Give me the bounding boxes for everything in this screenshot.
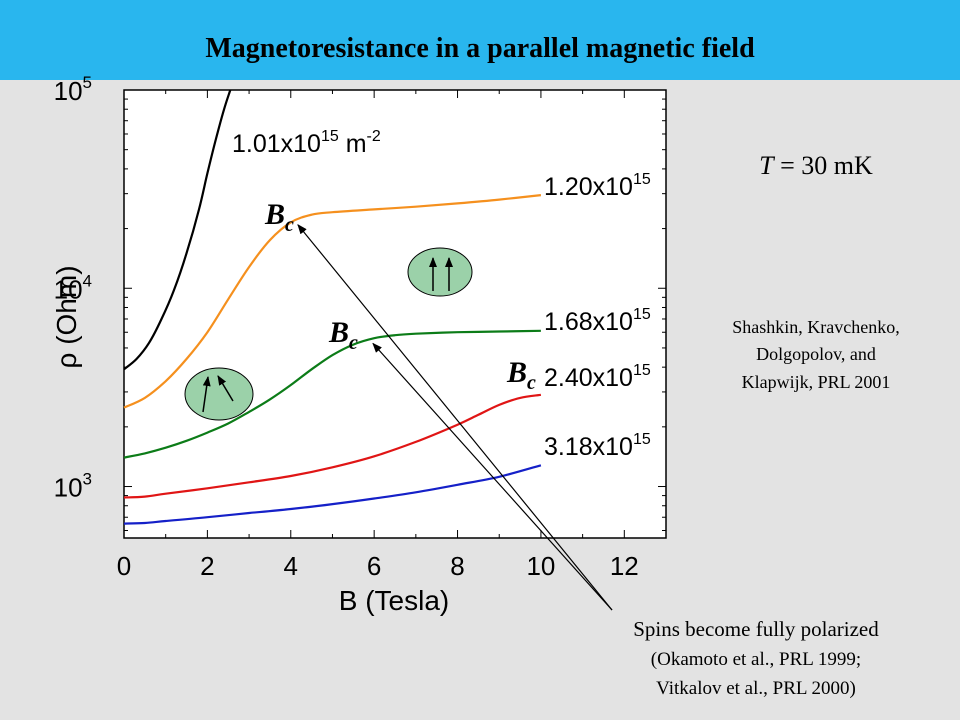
- series-label-2: 1.20x1015: [544, 171, 651, 201]
- slide-title: Magnetoresistance in a parallel magnetic…: [205, 33, 755, 64]
- series-label-4: 2.40x1015: [544, 362, 651, 392]
- temperature-label: T = 30 mK: [759, 151, 873, 180]
- bc-label-1-sub: c: [285, 214, 294, 236]
- x-tick-label: 6: [367, 551, 381, 581]
- series-label-5: 3.18x1015: [544, 431, 651, 461]
- x-tick-label: 10: [526, 551, 555, 581]
- y-tick-label: 105: [54, 73, 92, 106]
- x-tick-label: 4: [284, 551, 298, 581]
- y-axis-title: ρ (Ohm): [51, 265, 82, 368]
- bc-label-3-main: B: [506, 356, 527, 389]
- series-curve-5: [123, 464, 542, 525]
- bc-label-1: Bc: [264, 198, 294, 236]
- series-label-3: 1.68x1015: [544, 306, 651, 336]
- citation-line-1: Shashkin, Kravchenko,: [732, 317, 899, 337]
- callout-line-3: Vitkalov et al., PRL 2000): [656, 678, 856, 699]
- x-tick-label: 0: [117, 551, 131, 581]
- temperature-value: = 30 mK: [774, 151, 873, 180]
- callout-arrows: [297, 224, 613, 611]
- data-curves: [123, 89, 542, 525]
- callout-arrow-2: [372, 342, 613, 611]
- x-tick-label: 2: [200, 551, 214, 581]
- title-bar: [0, 0, 960, 80]
- aligned-spins-icon: [407, 247, 473, 297]
- series-curve-2: [123, 194, 542, 409]
- bc-label-2-main: B: [328, 316, 349, 349]
- bc-label-3: Bc: [506, 356, 536, 394]
- series-curve-3: [123, 329, 541, 459]
- y-tick-label: 104: [54, 271, 92, 304]
- x-tick-label: 8: [450, 551, 464, 581]
- bc-label-1-main: B: [264, 198, 285, 231]
- plot-area: [123, 89, 667, 539]
- axis-ticks: [123, 89, 667, 538]
- series-curve-4: [123, 393, 542, 499]
- bc-label-2-sub: c: [349, 332, 358, 354]
- citation-line-3: Klapwijk, PRL 2001: [742, 372, 891, 392]
- series-label-1: 1.01x1015 m-2: [232, 128, 381, 158]
- callout-line-1: Spins become fully polarized: [633, 617, 879, 641]
- x-axis-title: B (Tesla): [339, 585, 449, 616]
- temperature-symbol: T: [759, 151, 775, 180]
- y-tick-label: 103: [54, 470, 92, 503]
- callout-arrow-1: [297, 224, 613, 611]
- x-tick-label: 12: [610, 551, 639, 581]
- random-spins-icon: [184, 367, 254, 421]
- series-labels: 1.01x1015 m-2 1.20x1015 1.68x1015 2.40x1015…: [232, 128, 651, 461]
- callout-line-2: (Okamoto et al., PRL 1999;: [651, 649, 861, 670]
- bc-label-3-sub: c: [527, 372, 536, 394]
- axis-tick-labels: 0 2 4 6 8 10 12 103 104 105: [54, 73, 639, 581]
- series-curve-1: [123, 89, 232, 371]
- bc-label-2: Bc: [328, 316, 358, 354]
- citation-line-2: Dolgopolov, and: [756, 344, 876, 364]
